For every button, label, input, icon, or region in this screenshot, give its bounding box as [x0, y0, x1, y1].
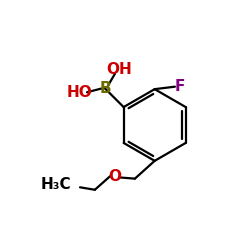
Text: O: O	[108, 169, 121, 184]
Text: B: B	[99, 81, 111, 96]
Text: OH: OH	[106, 62, 132, 78]
Text: HO: HO	[66, 85, 92, 100]
Text: H₃C: H₃C	[41, 177, 71, 192]
Text: F: F	[174, 79, 184, 94]
